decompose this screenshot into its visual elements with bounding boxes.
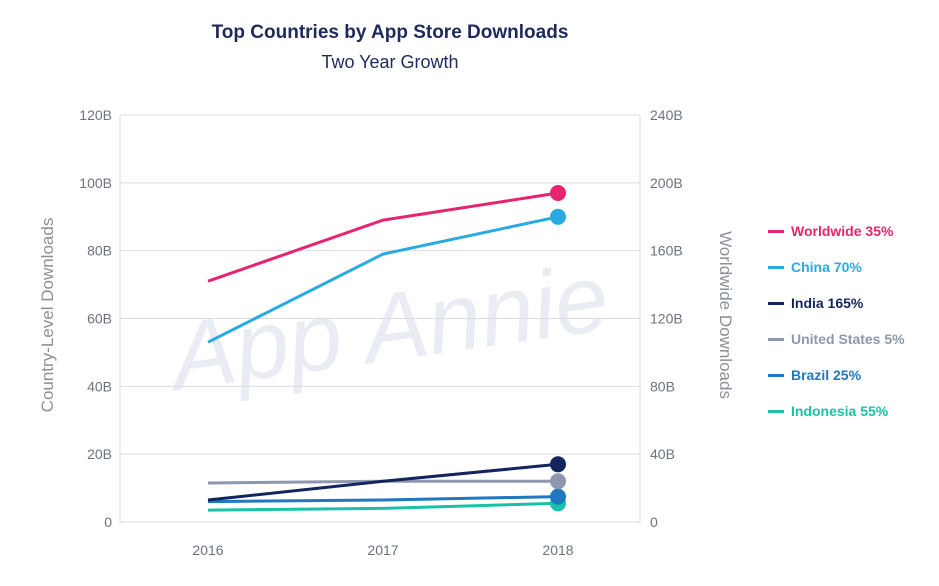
y-axis-label: Country-Level Downloads <box>38 218 57 413</box>
chart-subtitle: Two Year Growth <box>321 52 459 72</box>
legend-item: Indonesia 55% <box>768 393 939 429</box>
legend-item: United States 5% <box>768 321 939 357</box>
legend-label: Indonesia 55% <box>791 403 889 419</box>
y2-tick-label: 0 <box>650 514 658 530</box>
y2-tick-label: 80B <box>650 378 675 394</box>
y-tick-label: 100B <box>79 175 112 191</box>
gridlines <box>119 114 641 523</box>
legend-label: India 165% <box>791 295 864 311</box>
legend-item: India 165% <box>768 285 939 321</box>
series-line <box>207 191 559 283</box>
legend-item: Brazil 25% <box>768 357 939 393</box>
legend-item: China 70% <box>768 249 939 285</box>
x-tick-label: 2017 <box>367 542 398 558</box>
chart-title: Top Countries by App Store Downloads <box>211 22 569 43</box>
y-tick-label: 0 <box>104 514 112 530</box>
y-tick-label: 120B <box>79 107 112 123</box>
legend-label: Brazil 25% <box>791 367 862 383</box>
series-end-point <box>550 185 566 201</box>
y-tick-label: 80B <box>87 243 112 259</box>
legend-label: United States 5% <box>791 331 905 347</box>
series-line <box>207 501 559 512</box>
series-end-point <box>550 456 566 473</box>
series-end-point <box>550 473 566 490</box>
legend-swatch <box>768 301 784 305</box>
legend: Worldwide 35% China 70% India 165% United S… <box>768 213 939 429</box>
series-end-point <box>550 208 566 225</box>
series-line <box>207 462 559 502</box>
y-tick-label: 20B <box>87 446 112 462</box>
series-lines <box>207 185 566 512</box>
y2-tick-label: 160B <box>650 243 683 259</box>
legend-swatch <box>768 229 784 233</box>
y-tick-label: 60B <box>87 311 112 327</box>
x-tick-label: 2016 <box>192 542 223 558</box>
x-tick-label: 2018 <box>542 542 573 558</box>
y2-tick-label: 240B <box>650 107 683 123</box>
axes: Country-Level Downloads Worldwide Downlo… <box>38 107 735 558</box>
legend-item: Worldwide 35% <box>768 213 939 249</box>
series-line <box>207 495 559 504</box>
y-tick-label: 40B <box>87 378 112 394</box>
legend-swatch <box>768 373 784 377</box>
y2-tick-label: 120B <box>650 311 683 327</box>
legend-swatch <box>768 265 784 269</box>
y2-axis-label: Worldwide Downloads <box>716 231 735 399</box>
legend-label: China 70% <box>791 259 862 275</box>
legend-swatch <box>768 337 784 341</box>
series-end-point <box>550 488 566 505</box>
legend-label: Worldwide 35% <box>791 223 894 239</box>
y2-tick-label: 40B <box>650 446 675 462</box>
legend-swatch <box>768 409 784 413</box>
series-line <box>207 215 559 344</box>
y2-tick-label: 200B <box>650 175 683 191</box>
